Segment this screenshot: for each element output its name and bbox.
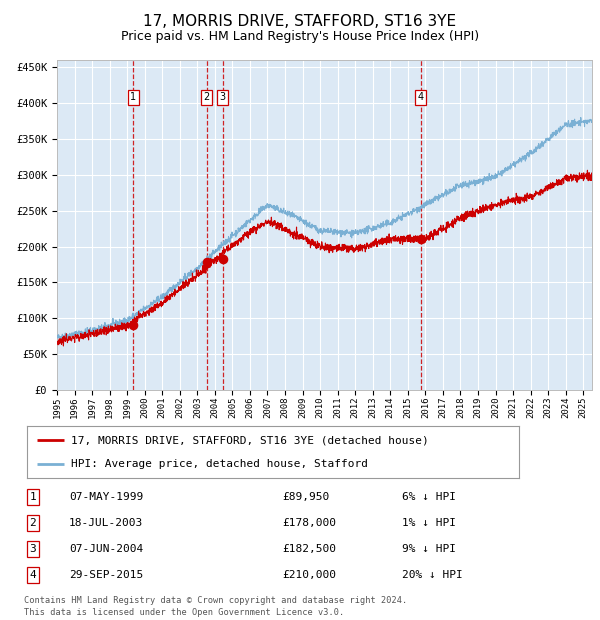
Text: 9% ↓ HPI: 9% ↓ HPI (402, 544, 456, 554)
Text: 1: 1 (130, 92, 136, 102)
Text: 2: 2 (29, 518, 37, 528)
Text: 29-SEP-2015: 29-SEP-2015 (69, 570, 143, 580)
Text: 18-JUL-2003: 18-JUL-2003 (69, 518, 143, 528)
Text: HPI: Average price, detached house, Stafford: HPI: Average price, detached house, Staf… (71, 459, 368, 469)
Text: 1: 1 (29, 492, 37, 502)
Point (202, 257, 212, 267)
Text: 6% ↓ HPI: 6% ↓ HPI (402, 492, 456, 502)
Text: Price paid vs. HM Land Registry's House Price Index (HPI): Price paid vs. HM Land Registry's House … (121, 30, 479, 43)
Point (128, 321, 138, 330)
Text: £178,000: £178,000 (282, 518, 336, 528)
Text: £210,000: £210,000 (282, 570, 336, 580)
Text: 2: 2 (204, 92, 210, 102)
Text: £89,950: £89,950 (282, 492, 329, 502)
Point (218, 254, 227, 264)
Text: 17, MORRIS DRIVE, STAFFORD, ST16 3YE: 17, MORRIS DRIVE, STAFFORD, ST16 3YE (143, 14, 457, 29)
Text: £182,500: £182,500 (282, 544, 336, 554)
Text: 1% ↓ HPI: 1% ↓ HPI (402, 518, 456, 528)
Text: 20% ↓ HPI: 20% ↓ HPI (402, 570, 463, 580)
Text: 4: 4 (29, 570, 37, 580)
Text: 07-MAY-1999: 07-MAY-1999 (69, 492, 143, 502)
Text: 07-JUN-2004: 07-JUN-2004 (69, 544, 143, 554)
Text: 17, MORRIS DRIVE, STAFFORD, ST16 3YE (detached house): 17, MORRIS DRIVE, STAFFORD, ST16 3YE (de… (71, 435, 429, 445)
Text: 3: 3 (220, 92, 226, 102)
Text: 4: 4 (418, 92, 424, 102)
Text: This data is licensed under the Open Government Licence v3.0.: This data is licensed under the Open Gov… (24, 608, 344, 617)
Text: 3: 3 (29, 544, 37, 554)
Point (416, 234, 426, 244)
Text: Contains HM Land Registry data © Crown copyright and database right 2024.: Contains HM Land Registry data © Crown c… (24, 596, 407, 605)
